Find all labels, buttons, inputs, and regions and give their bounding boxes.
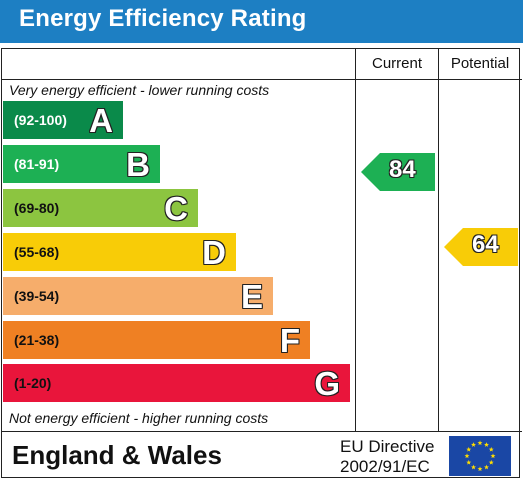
band-letter: E: [240, 278, 263, 315]
eu-star: [488, 459, 494, 465]
band-b: (81-91) B: [3, 145, 160, 183]
footer-divider: [1, 431, 522, 432]
eu-star: [490, 453, 496, 459]
eu-star: [477, 440, 483, 446]
potential-rating-value: 64: [472, 231, 499, 258]
band-a: (92-100) A: [3, 101, 123, 139]
rating-frame: [1, 48, 520, 478]
column-divider-potential: [438, 48, 439, 431]
eu-star: [488, 446, 494, 452]
band-c: (69-80) C: [3, 189, 198, 227]
eu-star: [466, 459, 472, 465]
eu-star: [484, 442, 489, 447]
eu-star: [464, 453, 470, 459]
band-range-label: (55-68): [14, 244, 60, 260]
directive-line-1: EU Directive: [340, 437, 435, 456]
band-g: (1-20) G: [3, 364, 350, 402]
potential-rating-arrow: 64: [444, 228, 518, 266]
band-d: (55-68) D: [3, 233, 236, 271]
column-header-current: Current: [371, 55, 423, 72]
eu-star: [466, 446, 472, 452]
band-range-label: (21-38): [14, 332, 60, 348]
eu-star: [484, 464, 489, 470]
note-efficient: Very energy efficient - lower running co…: [9, 82, 270, 98]
band-letter: G: [314, 365, 340, 402]
band-range-label: (39-54): [14, 288, 60, 304]
header-divider: [1, 79, 522, 80]
note-inefficient: Not energy efficient - higher running co…: [9, 410, 269, 426]
band-letter: F: [279, 322, 300, 359]
band-e: (39-54) E: [3, 277, 273, 315]
column-header-potential: Potential: [450, 55, 510, 72]
eu-star: [477, 466, 483, 472]
band-range-label: (92-100): [14, 112, 67, 128]
band-range-label: (1-20): [14, 375, 52, 391]
title-bar: Energy Efficiency Rating: [0, 0, 523, 43]
band-range-label: (69-80): [14, 200, 60, 216]
eu-flag-icon: [449, 436, 511, 476]
region-label: England & Wales: [12, 440, 222, 470]
directive-line-2: 2002/91/EC: [340, 457, 430, 476]
band-range-label: (81-91): [14, 156, 60, 172]
band-letter: A: [89, 102, 113, 139]
potential-arrow-shape: [444, 228, 518, 266]
column-divider-current: [355, 48, 356, 431]
current-rating-value: 84: [389, 156, 416, 183]
band-letter: B: [126, 146, 150, 183]
band-letter: D: [202, 234, 226, 271]
page-title: Energy Efficiency Rating: [19, 5, 307, 32]
band-letter: C: [164, 190, 188, 227]
eu-star: [471, 464, 476, 470]
current-rating-arrow: 84: [361, 153, 435, 191]
band-f: (21-38) F: [3, 321, 310, 359]
eu-stars: [464, 440, 496, 472]
eu-star: [471, 442, 476, 447]
current-arrow-shape: [361, 153, 435, 191]
